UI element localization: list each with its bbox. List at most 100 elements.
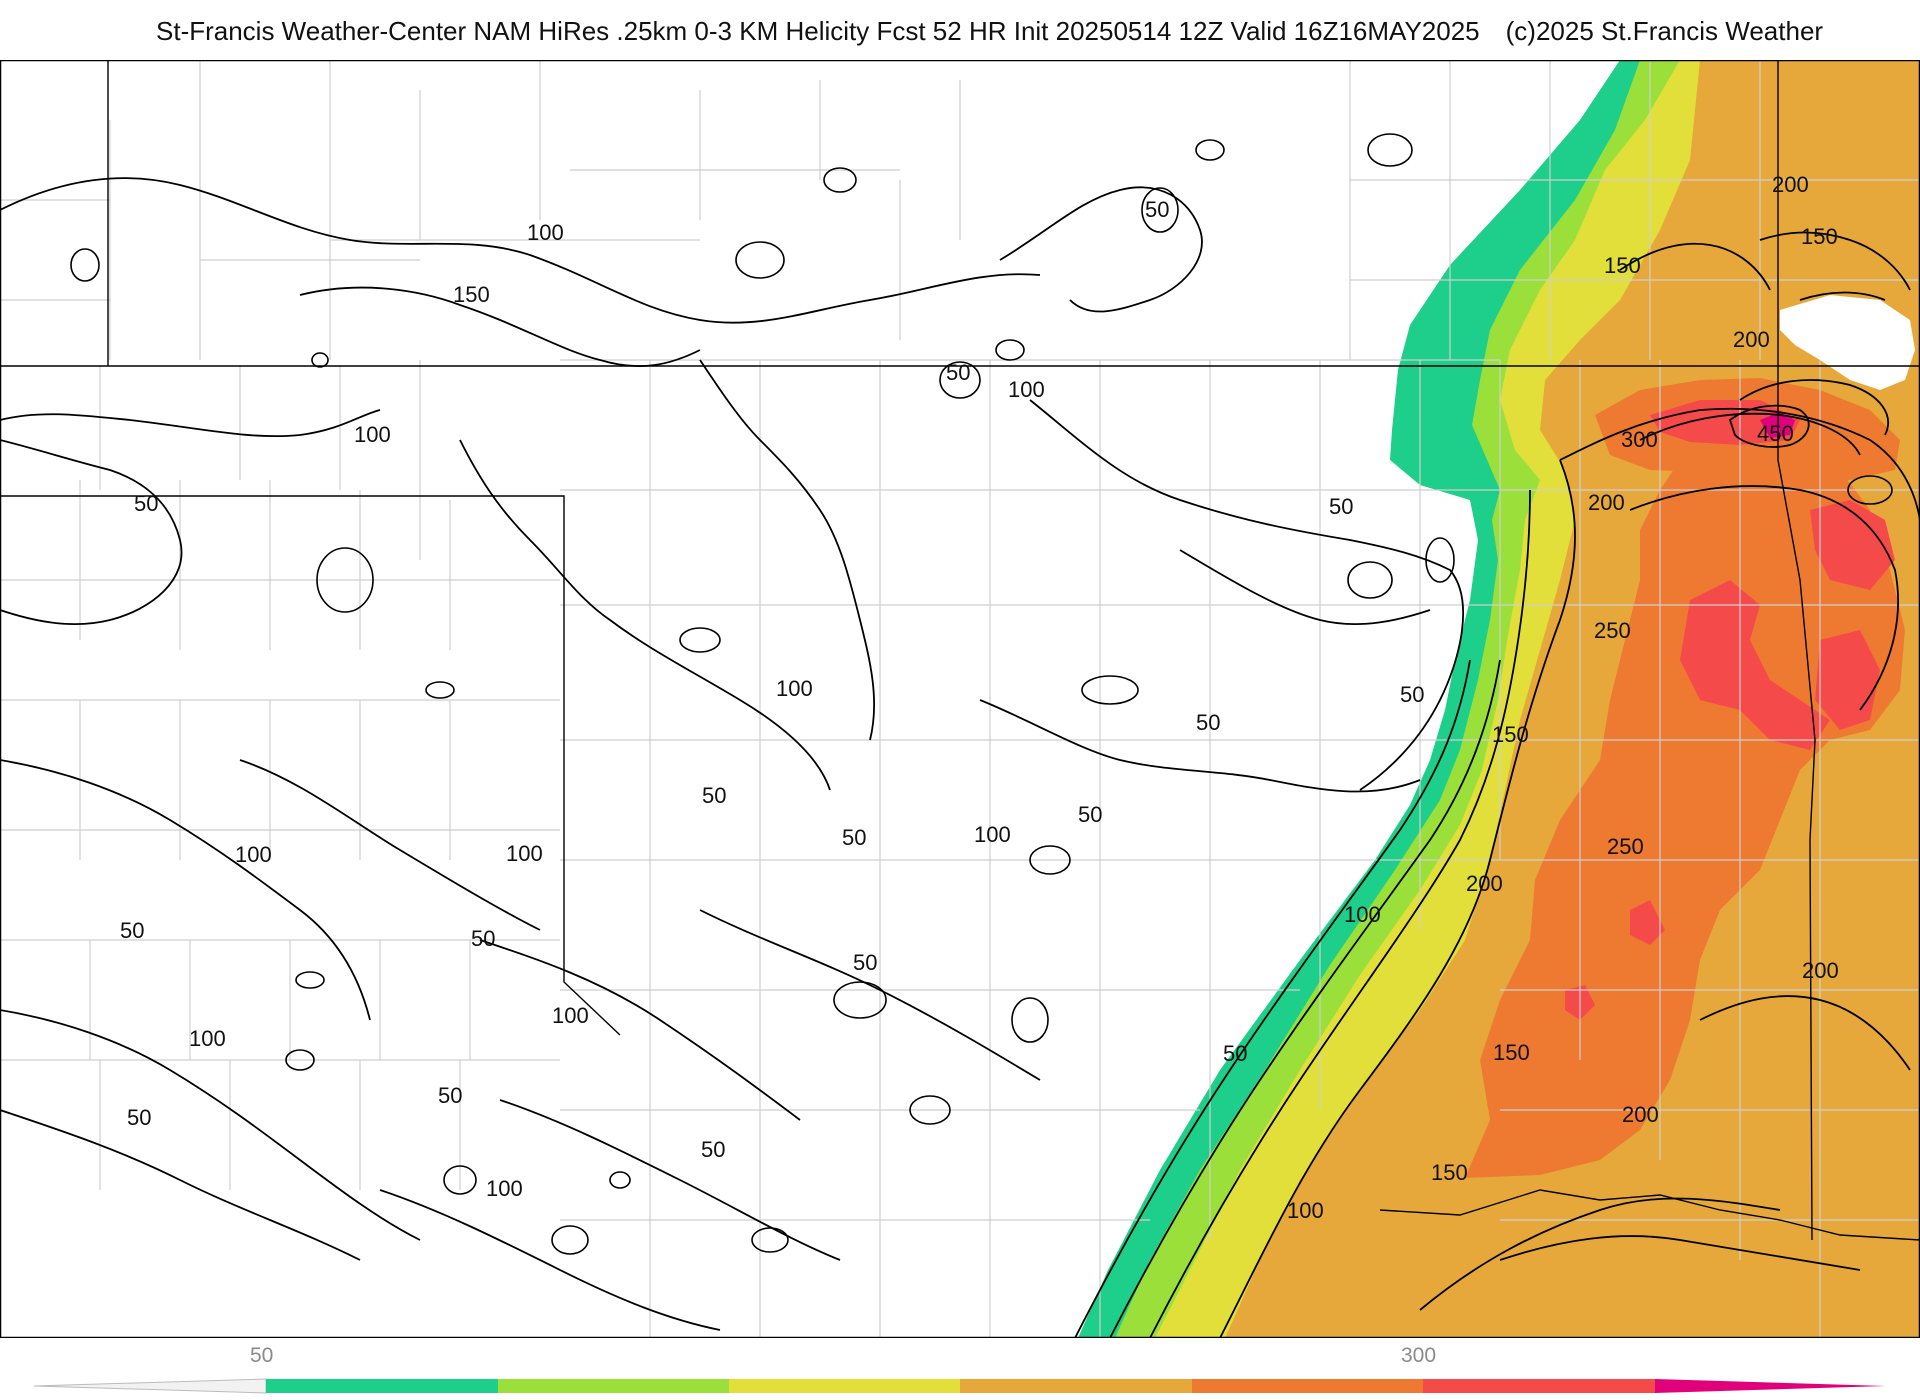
contour-150-north — [299, 286, 701, 367]
cell-26 — [1847, 475, 1893, 505]
contour-50-se — [699, 909, 1041, 1081]
helicity-map: 100 150 50 100 50 100 50 150 200 150 200… — [0, 60, 1920, 1338]
contour-label: 50 — [438, 1083, 462, 1108]
cell-24 — [609, 1171, 631, 1189]
contour-label: 100 — [527, 220, 564, 245]
cell-21 — [1029, 845, 1071, 875]
contour-label: 150 — [453, 282, 490, 307]
contour-100-north — [0, 177, 1041, 324]
contour-label: 50 — [127, 1105, 151, 1130]
contour-50-central — [699, 359, 875, 741]
county-borders — [0, 60, 1920, 1338]
contour-150-ne — [1619, 242, 1771, 291]
contour-100-frontal — [1109, 659, 1501, 1338]
contour-50-ne — [1179, 549, 1431, 626]
contour-50-frontal-edge — [1074, 659, 1471, 1338]
contour-50-west — [0, 439, 183, 626]
contour-200-south — [1499, 1235, 1861, 1271]
title-bar: St-Francis Weather-Center NAM HiRes .25k… — [0, 0, 1920, 60]
contour-50-north — [999, 186, 1203, 313]
contour-label: 50 — [842, 825, 866, 850]
contour-label: 200 — [1772, 172, 1809, 197]
cell-16 — [751, 1227, 789, 1253]
contour-label: 100 — [1344, 902, 1381, 927]
helicity-shading — [1078, 60, 1920, 1338]
contour-50-sw — [0, 759, 371, 1021]
contour-150-frontal — [1149, 489, 1531, 1338]
contour-label: 200 — [1588, 490, 1625, 515]
state-borders — [0, 60, 1920, 1241]
cell-10 — [1195, 139, 1225, 161]
contour-label: 150 — [1801, 224, 1838, 249]
contour-label: 50 — [134, 491, 158, 516]
contour-100-nw — [0, 409, 381, 438]
cell-14 — [1011, 997, 1049, 1043]
shade-band-300-small — [1630, 900, 1665, 945]
contour-labels: 100 150 50 100 50 100 50 150 200 150 200… — [120, 172, 1839, 1223]
map-canvas: 100 150 50 100 50 100 50 150 200 150 200… — [0, 60, 1920, 1338]
contour-label: 250 — [1594, 618, 1631, 643]
contour-label: 100 — [776, 676, 813, 701]
contour-label: 50 — [702, 783, 726, 808]
contour-label: 100 — [1008, 377, 1045, 402]
cell-19 — [295, 971, 325, 989]
contour-label: 50 — [1078, 802, 1102, 827]
contour-label: 150 — [1492, 722, 1529, 747]
state-border-east — [1777, 60, 1816, 1241]
contour-cells — [70, 133, 1893, 1255]
title-main: St-Francis Weather-Center NAM HiRes .25k… — [156, 16, 1480, 46]
colorbar-over-triangle — [1655, 1379, 1886, 1393]
contour-450-core — [1728, 404, 1810, 448]
contour-100-far-s — [0, 1109, 361, 1261]
contour-label: 50 — [1223, 1041, 1247, 1066]
contour-cluster-ne — [1739, 379, 1889, 436]
cell-6 — [823, 167, 857, 193]
colorbar-segment — [1192, 1379, 1423, 1393]
contour-label: 250 — [1607, 834, 1644, 859]
contour-label: 450 — [1757, 421, 1794, 446]
contour-label: 100 — [1287, 1198, 1324, 1223]
contour-300-north — [1639, 412, 1861, 456]
cell-22 — [1081, 675, 1139, 705]
colorbar-under-triangle — [33, 1378, 267, 1394]
contour-label: 100 — [486, 1176, 523, 1201]
contour-label: 50 — [1400, 682, 1424, 707]
copyright-text: (c)2025 St.Francis Weather — [1505, 16, 1824, 46]
contour-label: 50 — [471, 926, 495, 951]
contour-label: 50 — [1196, 710, 1220, 735]
colorbar-segment — [266, 1379, 498, 1393]
contour-label: 200 — [1733, 327, 1770, 352]
contour-label: 50 — [946, 360, 970, 385]
contour-label: 100 — [189, 1026, 226, 1051]
colorbar-segment — [729, 1379, 960, 1393]
cell-25 — [1347, 561, 1393, 599]
cell-5 — [735, 241, 785, 279]
shade-band-200-south — [1360, 1190, 1920, 1338]
contour-200-east — [1559, 407, 1920, 521]
cell-8 — [995, 339, 1025, 361]
contour-label: 100 — [235, 842, 272, 867]
contour-label: 50 — [701, 1137, 725, 1162]
cell-1 — [70, 248, 100, 282]
cell-7 — [939, 361, 981, 399]
contour-label: 50 — [1145, 197, 1169, 222]
contour-label: 150 — [1493, 1040, 1530, 1065]
cell-4 — [425, 681, 455, 699]
contour-label: 200 — [1622, 1102, 1659, 1127]
contour-label: 50 — [120, 918, 144, 943]
contour-100-s — [479, 939, 801, 1121]
cell-9 — [1141, 187, 1179, 233]
contour-label: 300 — [1621, 427, 1658, 452]
contour-label: 100 — [552, 1003, 589, 1028]
helicity-contours — [0, 177, 1920, 1338]
shade-band-300-north — [1650, 400, 1800, 445]
contour-100-sw — [239, 759, 541, 931]
contour-label: 150 — [1431, 1160, 1468, 1185]
cell-12 — [1425, 537, 1455, 583]
cell-17 — [551, 1225, 589, 1255]
contour-label: 150 — [1604, 253, 1641, 278]
contour-label: 200 — [1466, 871, 1503, 896]
cell-13 — [833, 981, 887, 1019]
shade-band-300-east — [1810, 500, 1895, 590]
contour-50-mid — [979, 699, 1421, 793]
